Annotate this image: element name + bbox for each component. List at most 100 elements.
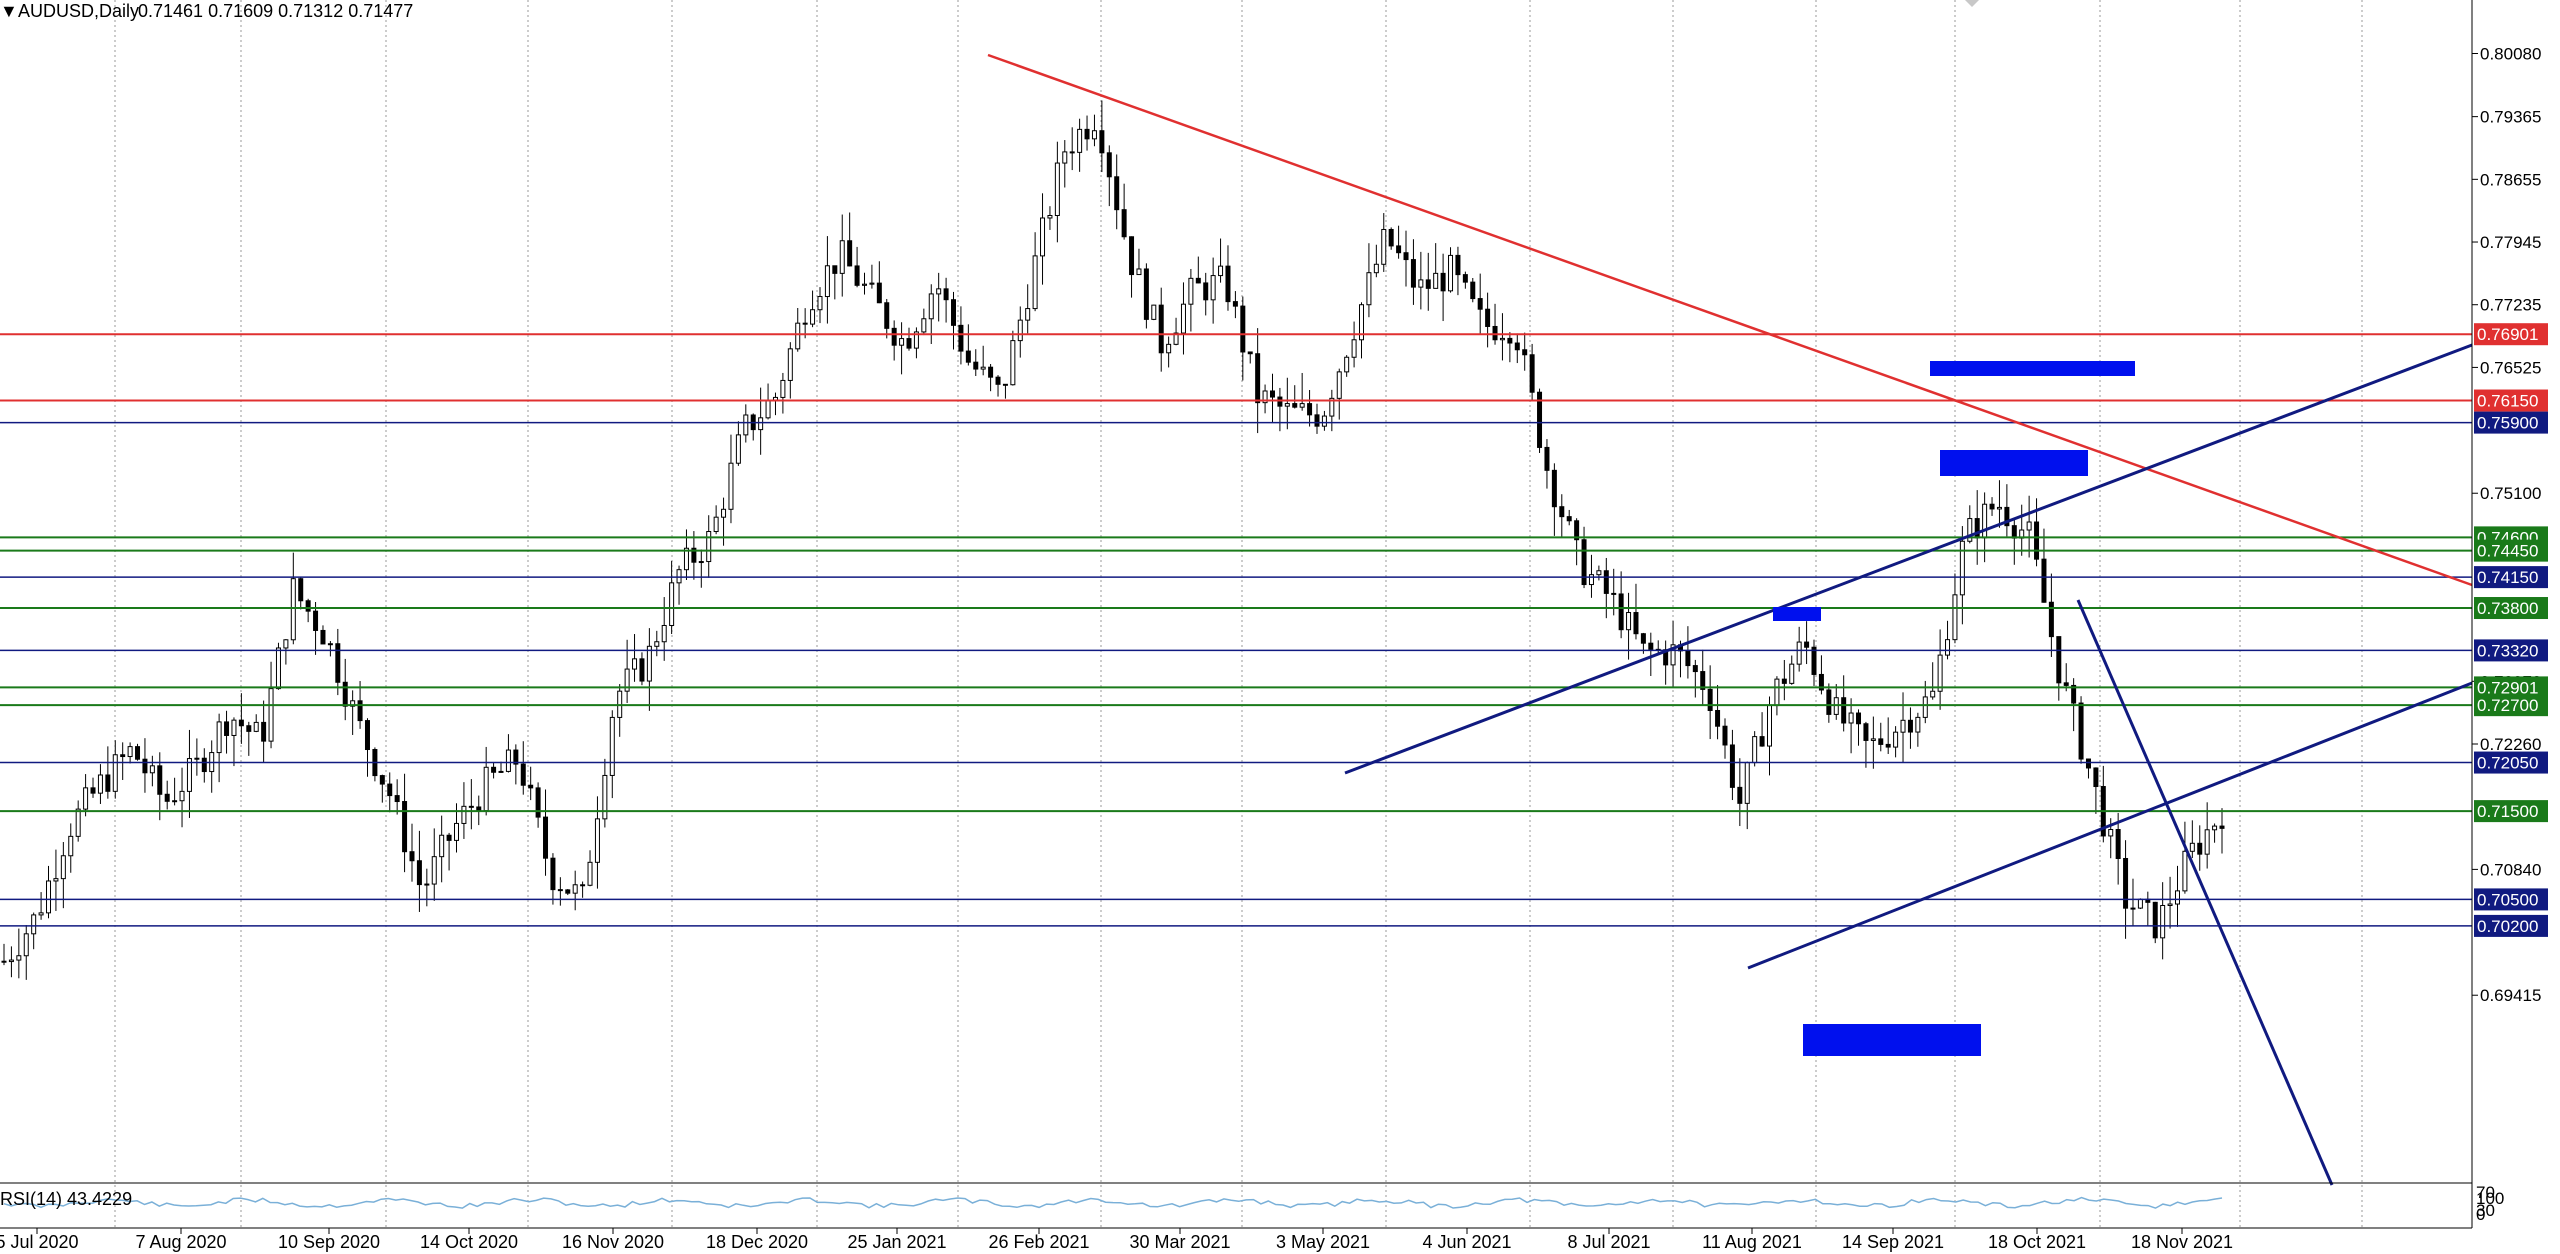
candle-body [298, 578, 304, 602]
candle-body [1952, 594, 1958, 641]
candle-body [943, 288, 949, 301]
zone-box[interactable] [1773, 607, 1821, 621]
candle-body [2056, 636, 2062, 684]
candle-body [1195, 277, 1201, 284]
candle-body [1010, 340, 1016, 386]
candle-body [1114, 176, 1120, 211]
chart-shift-marker-icon[interactable] [1965, 0, 1979, 7]
candle-body [2115, 829, 2121, 859]
candle-body [1670, 644, 1676, 666]
candle-body [691, 547, 697, 563]
price-level-tag [2474, 539, 2548, 562]
steep-downtrend-line[interactable] [2076, 599, 2334, 1186]
candle-body [2219, 825, 2225, 829]
candle-body [632, 658, 638, 670]
candle-body [958, 324, 964, 352]
candle-body [1062, 151, 1068, 164]
price-level-label: 0.71500 [2477, 802, 2538, 821]
candle-body [1396, 245, 1402, 254]
candle-body [1292, 403, 1298, 408]
candle-body [231, 719, 237, 736]
candle-body [698, 561, 704, 564]
candle-body [980, 366, 986, 370]
zone-box[interactable] [1803, 1024, 1981, 1056]
horizontal-price-lines[interactable] [0, 333, 2472, 927]
candle-body [1477, 298, 1483, 310]
price-level-label: 0.74150 [2477, 568, 2538, 587]
trend-lines[interactable] [987, 53, 2473, 1186]
candle-body [1870, 738, 1876, 741]
candle-body [609, 716, 615, 776]
candle-body [23, 933, 29, 957]
candle-body [446, 834, 452, 841]
candle-body [676, 569, 682, 584]
candle-body [461, 805, 467, 824]
candle-body [1848, 712, 1854, 724]
candle-body [46, 880, 52, 914]
rsi-label: RSI(14) 43.4229 [0, 1189, 132, 1209]
candle-body [520, 763, 526, 786]
upper-channel-line[interactable] [1344, 343, 2473, 775]
candle-body [921, 318, 927, 333]
candle-body [587, 861, 593, 886]
zone-box[interactable] [1940, 450, 2088, 476]
candle-body [565, 889, 571, 894]
candle-body [661, 624, 667, 643]
candle-body [1099, 130, 1105, 154]
candle-body [350, 700, 356, 707]
candle-body [2108, 829, 2114, 837]
candle-body [238, 719, 244, 727]
candle-body [186, 758, 192, 792]
lower-channel-line[interactable] [1747, 681, 2473, 970]
candle-body [580, 884, 586, 887]
candle-body [16, 955, 22, 961]
candle-body [468, 805, 474, 808]
candle-body [780, 379, 786, 398]
candle-body [810, 309, 816, 325]
candle-body [706, 531, 712, 563]
chart-header-marker[interactable]: ▼ [0, 1, 18, 21]
y-tick-label: 0.79365 [2480, 108, 2541, 127]
candle-body [1989, 503, 1995, 510]
rsi-line [3, 1196, 2223, 1209]
y-tick-label: 0.72260 [2480, 735, 2541, 754]
candle-body [2152, 901, 2158, 939]
y-tick-label: 0.77945 [2480, 233, 2541, 252]
candle-body [973, 361, 979, 370]
price-level-tag [2474, 676, 2548, 699]
candle-body [1373, 263, 1379, 274]
candle-body [1633, 612, 1639, 635]
zone-box[interactable] [1930, 361, 2135, 376]
y-tick-label: 0.69415 [2480, 986, 2541, 1005]
candle-body [1336, 371, 1342, 399]
candle-body [535, 787, 541, 818]
candle-body [654, 641, 660, 647]
candle-body [557, 889, 563, 892]
candle-body [1047, 214, 1053, 219]
candle-body [1388, 228, 1394, 247]
blue-zone-boxes[interactable] [1773, 361, 2135, 1056]
candle-body [669, 582, 675, 626]
candle-body [2034, 521, 2040, 560]
candle-body [832, 265, 838, 274]
candle-body [1856, 712, 1862, 725]
candle-body [1603, 570, 1609, 594]
candle-body [1329, 397, 1335, 417]
price-level-tag [2474, 323, 2548, 346]
candle-body [1492, 325, 1498, 341]
candle-body [1566, 516, 1572, 522]
candle-body [387, 783, 393, 797]
price-level-tag [2474, 639, 2548, 662]
price-level-label: 0.76901 [2477, 325, 2538, 344]
candle-body [157, 765, 163, 795]
candle-body [216, 721, 222, 754]
candle-body [2174, 890, 2180, 905]
candle-body [364, 720, 370, 751]
candle-body [83, 787, 89, 810]
rsi-scale-low: 30 [2476, 1201, 2495, 1220]
candle-body [1269, 390, 1275, 398]
candle-body [1640, 633, 1646, 644]
red-downtrend-line[interactable] [987, 53, 2473, 587]
price-level-tag [2474, 800, 2548, 823]
